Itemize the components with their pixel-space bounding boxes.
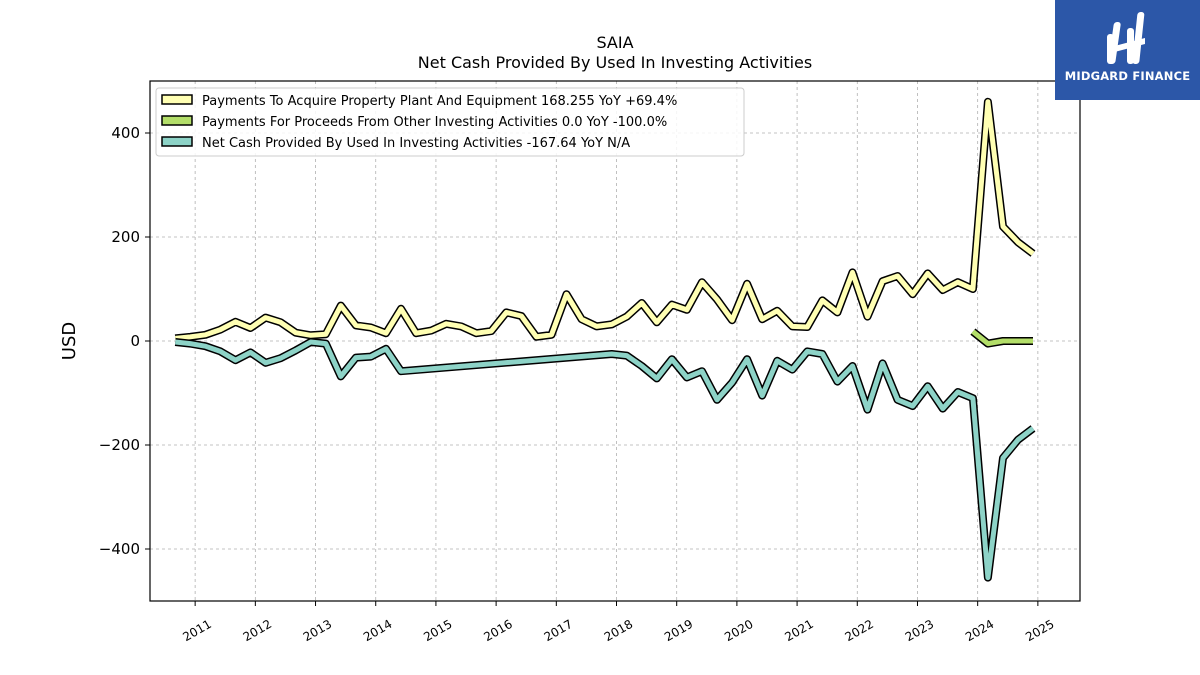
- y-tick-label: −400: [99, 540, 140, 558]
- y-tick-label: 200: [111, 228, 140, 246]
- series-line: [971, 329, 1033, 347]
- chart-title: SAIA: [596, 33, 633, 52]
- midgard-logo-icon: [1107, 12, 1145, 64]
- y-tick-label: 0: [130, 332, 140, 350]
- legend-entry: Payments To Acquire Property Plant And E…: [202, 94, 677, 109]
- y-tick-label: −200: [99, 436, 140, 454]
- brand-logo: MIDGARD FINANCE: [1055, 0, 1200, 100]
- legend-entry: Net Cash Provided By Used In Investing A…: [202, 136, 630, 151]
- legend-box: [155, 87, 745, 157]
- y-axis-label: USD: [59, 322, 80, 360]
- series-0: [174, 97, 1036, 343]
- brand-name: MIDGARD FINANCE: [1064, 69, 1191, 83]
- chart-subtitle: Net Cash Provided By Used In Investing A…: [418, 53, 812, 72]
- legend-entry: Payments For Proceeds From Other Investi…: [202, 115, 667, 130]
- y-axis: 400 200 0 −200 −400: [99, 124, 150, 558]
- series-layer: [174, 97, 1036, 582]
- y-tick-label: 400: [111, 124, 140, 142]
- legend-swatch: [161, 136, 193, 147]
- series-1: [970, 328, 1033, 348]
- series-line: [175, 339, 1035, 581]
- grid-lines: [150, 81, 1080, 601]
- legend: Payments To Acquire Property Plant And E…: [155, 87, 745, 157]
- series-line: [175, 99, 1035, 341]
- legend-swatch: [161, 115, 193, 126]
- series-2: [174, 338, 1036, 582]
- legend-swatch: [161, 94, 193, 105]
